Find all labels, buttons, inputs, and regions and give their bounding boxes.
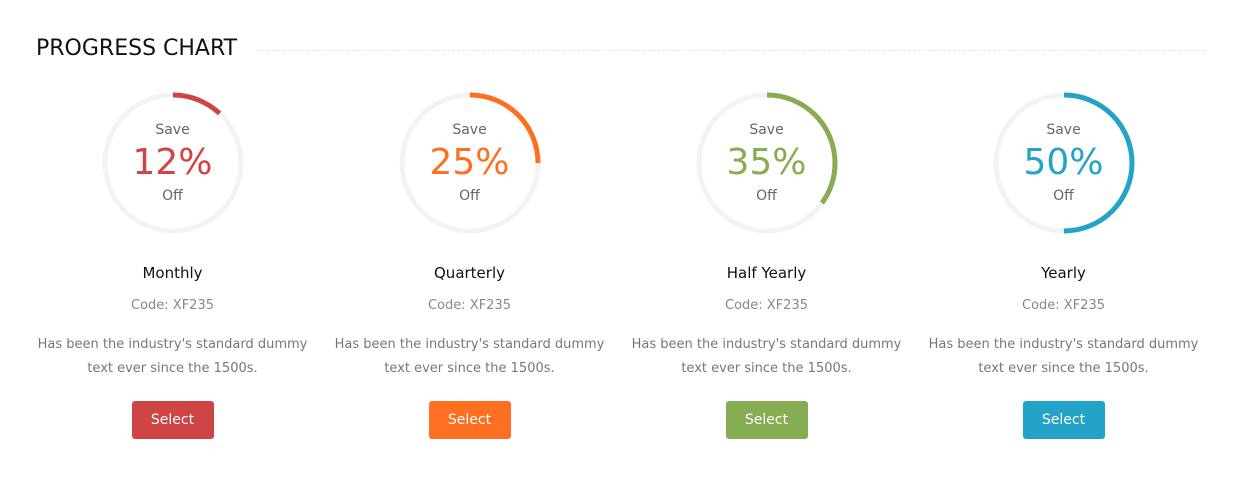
- select-button[interactable]: Select: [131, 401, 214, 439]
- percent-value: 12%: [132, 142, 213, 183]
- progress-ring-svg: [993, 92, 1134, 234]
- progress-ring: Save 50% Off: [993, 92, 1135, 234]
- percent-value: 50%: [1023, 142, 1104, 183]
- plan-card: Save 35% Off Half Yearly Code: XF235 Has…: [618, 92, 915, 439]
- percent-value: 25%: [429, 142, 510, 183]
- percent-value: 35%: [726, 142, 807, 183]
- plan-description: Has been the industry's standard dummy t…: [37, 337, 308, 376]
- progress-ring: Save 25% Off: [399, 92, 541, 234]
- plan-card: Save 50% Off Yearly Code: XF235 Has been…: [915, 92, 1212, 439]
- save-label: Save: [155, 122, 190, 138]
- progress-ring: Save 35% Off: [696, 92, 838, 234]
- off-label: Off: [756, 188, 777, 204]
- progress-ring-svg: [102, 92, 243, 234]
- plan-code: Code: XF235: [131, 298, 214, 313]
- header-divider: [257, 50, 1206, 51]
- save-label: Save: [749, 122, 784, 138]
- plan-code: Code: XF235: [725, 298, 808, 313]
- plan-name: Monthly: [142, 264, 203, 282]
- plan-code: Code: XF235: [1022, 298, 1105, 313]
- select-button[interactable]: Select: [1022, 401, 1105, 439]
- plan-card: Save 25% Off Quarterly Code: XF235 Has b…: [321, 92, 618, 439]
- progress-ring-svg: [399, 92, 540, 234]
- ring-track: [102, 92, 243, 234]
- progress-ring-svg: [696, 92, 837, 234]
- plan-description: Has been the industry's standard dummy t…: [631, 337, 902, 376]
- save-label: Save: [1046, 122, 1081, 138]
- plan-name: Half Yearly: [726, 264, 807, 282]
- progress-ring: Save 12% Off: [102, 92, 244, 234]
- save-label: Save: [452, 122, 487, 138]
- off-label: Off: [459, 188, 480, 204]
- off-label: Off: [162, 188, 183, 204]
- off-label: Off: [1053, 188, 1074, 204]
- select-button[interactable]: Select: [725, 401, 808, 439]
- plan-list: Save 12% Off Monthly Code: XF235 Has bee…: [24, 92, 1212, 439]
- select-button[interactable]: Select: [428, 401, 511, 439]
- plan-card: Save 12% Off Monthly Code: XF235 Has bee…: [24, 92, 321, 439]
- plan-name: Quarterly: [434, 264, 505, 282]
- plan-description: Has been the industry's standard dummy t…: [334, 337, 605, 376]
- plan-description: Has been the industry's standard dummy t…: [928, 337, 1199, 376]
- plan-code: Code: XF235: [428, 298, 511, 313]
- plan-name: Yearly: [1041, 264, 1086, 282]
- section-header: PROGRESS CHART: [36, 36, 1206, 61]
- page-title: PROGRESS CHART: [36, 36, 238, 61]
